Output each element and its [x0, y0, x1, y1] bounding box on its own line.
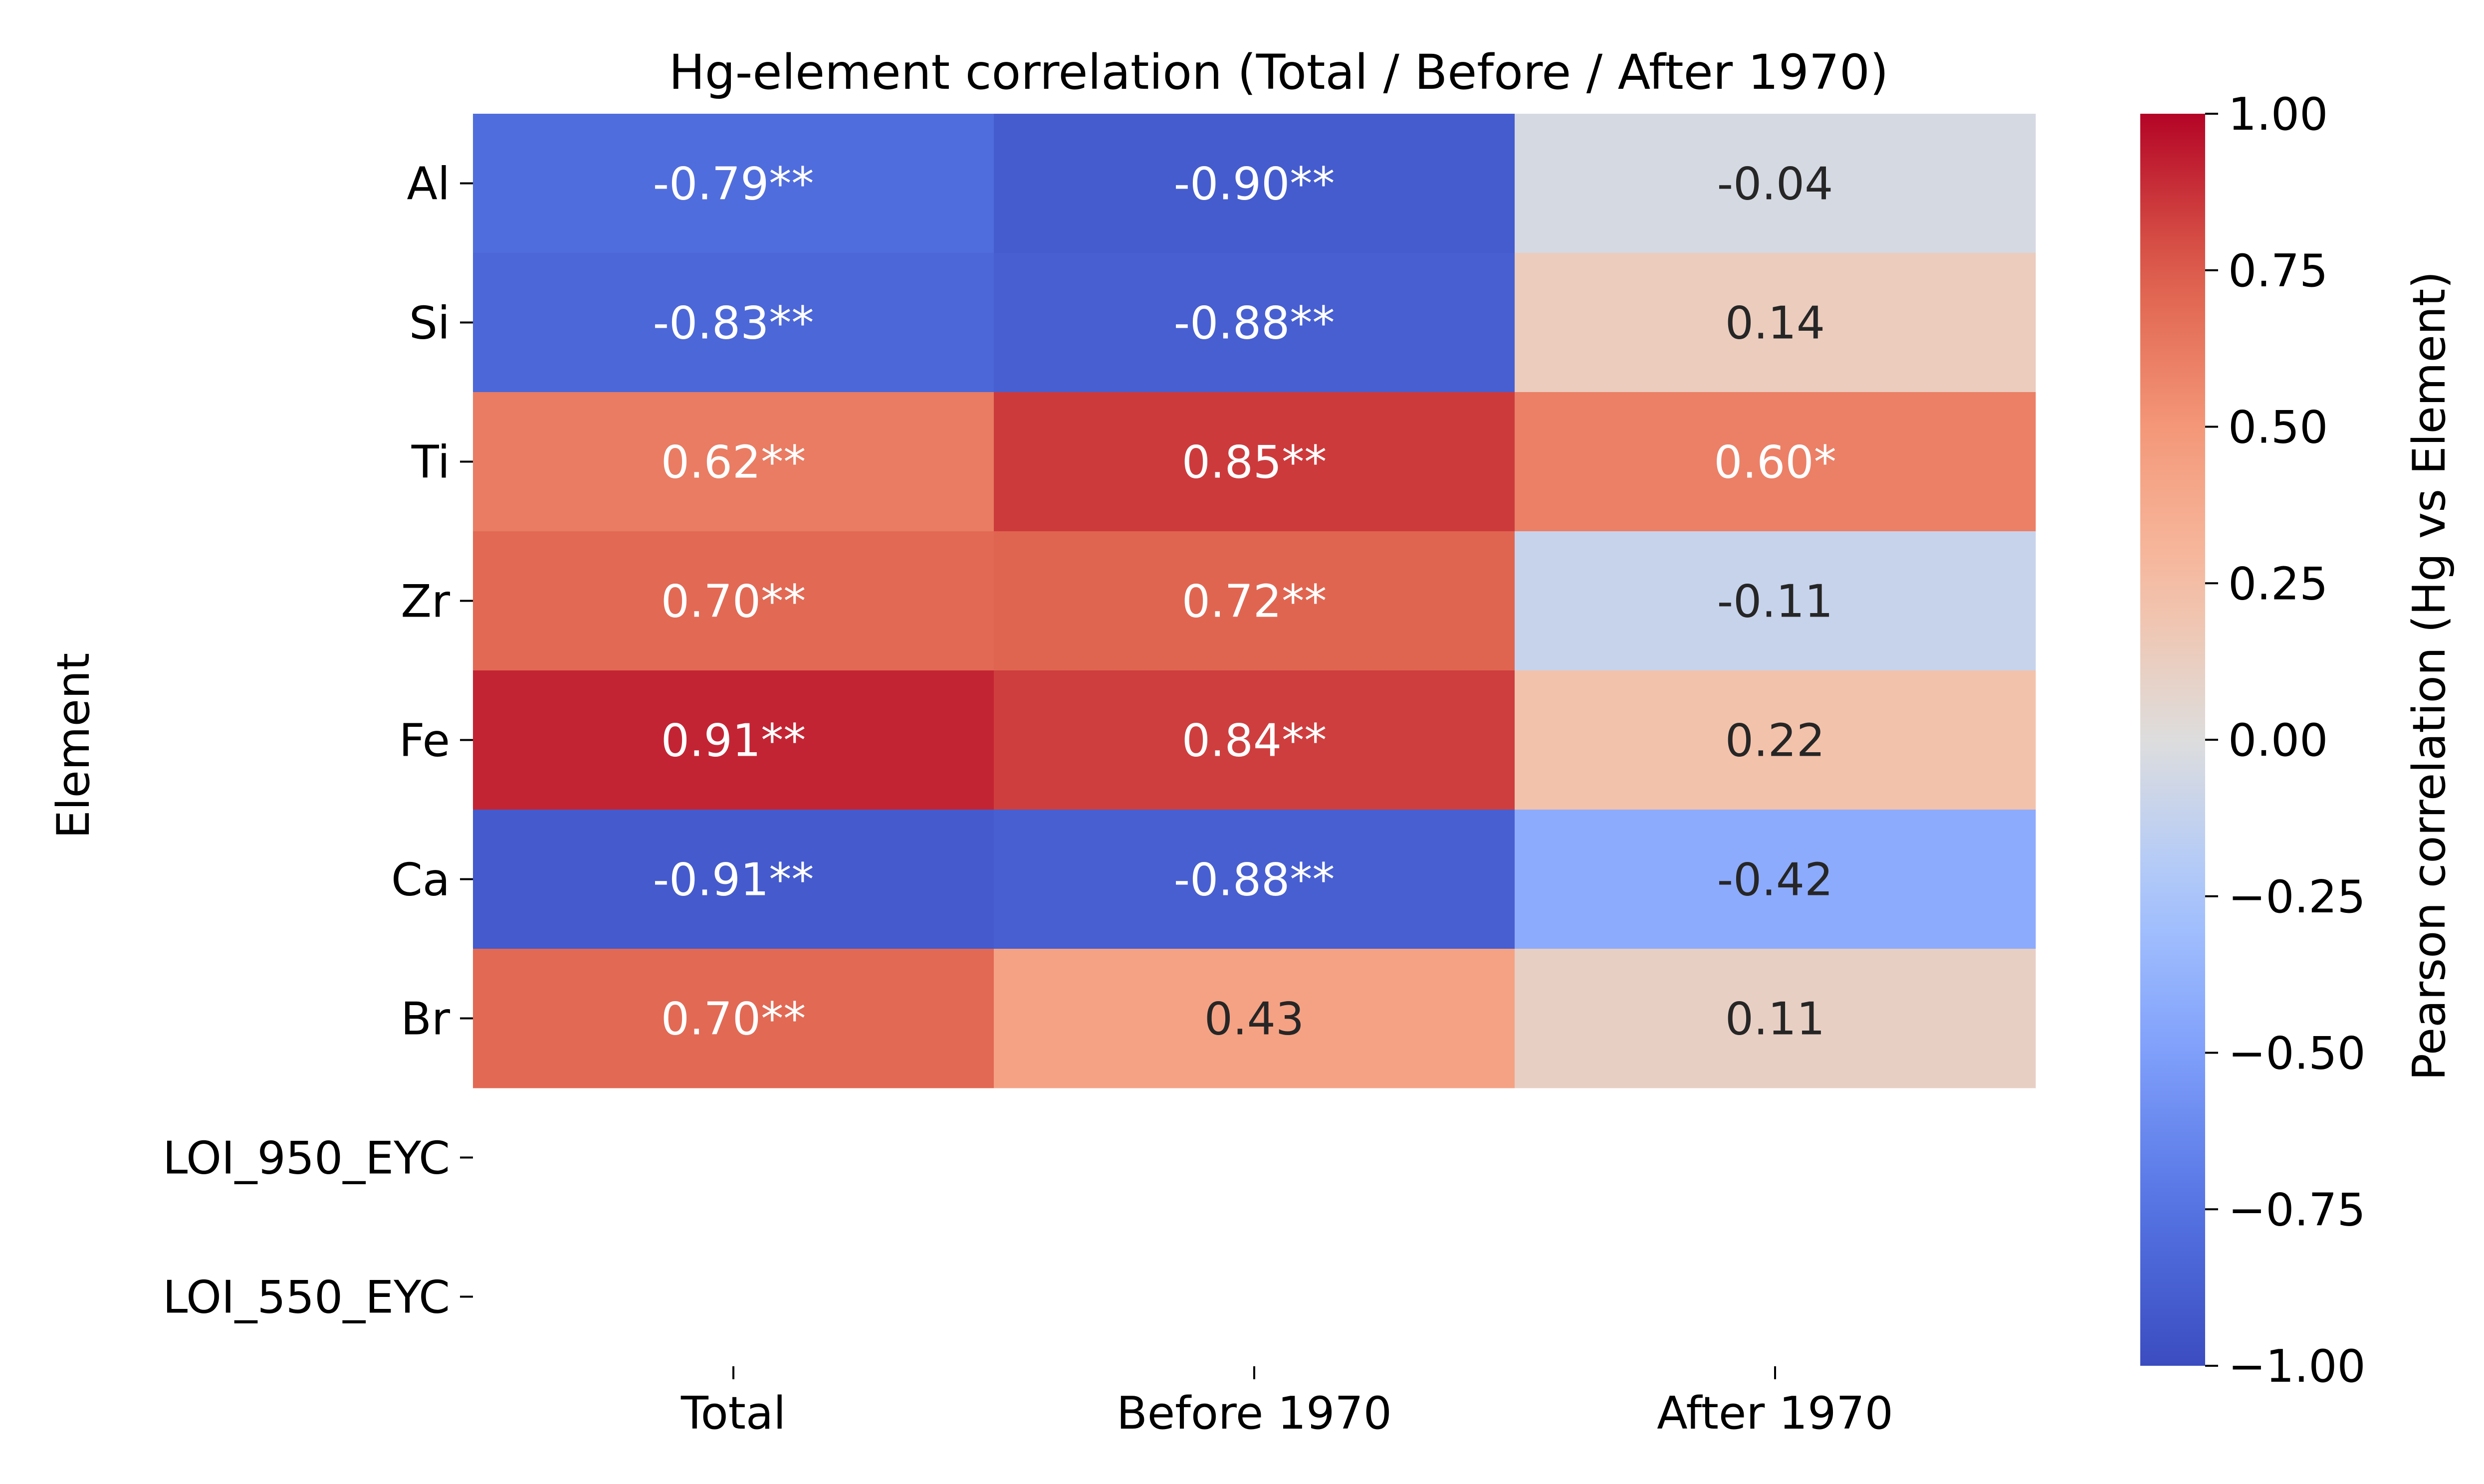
heatmap-cell-ti-2 [994, 392, 1515, 532]
cell-label: 0.70** [661, 576, 806, 628]
cell-label: -0.79** [653, 158, 814, 211]
cell-label: -0.42 [1717, 854, 1833, 906]
cell-label: 0.60* [1714, 436, 1836, 489]
x-axis: Total Before 1970 After 1970 [680, 1366, 1893, 1440]
x-tick-label: Before 1970 [1117, 1387, 1392, 1440]
heatmap-cell-zr-2 [994, 531, 1515, 671]
heatmap-cell-fe-2 [994, 670, 1515, 810]
colorbar-tick-label: 0.25 [2228, 558, 2328, 610]
colorbar-tick-label: −0.75 [2228, 1184, 2366, 1236]
cell-label: 0.43 [1204, 993, 1304, 1046]
heatmap-cell-br-3 [1515, 949, 2036, 1088]
colorbar [2140, 114, 2205, 1366]
cell-label: 0.62** [661, 436, 806, 489]
colorbar-tick-label: 0.50 [2228, 402, 2328, 454]
heatmap-cell-fe-3 [1515, 670, 2036, 810]
cell-label: -0.83** [653, 297, 814, 350]
heatmap-cell-ca-3 [1515, 810, 2036, 949]
cell-label: 0.84** [1182, 715, 1327, 767]
y-tick-label: LOI_550_EYC [163, 1272, 450, 1324]
y-axis-label: Element [47, 653, 100, 839]
cell-label: 0.91** [661, 715, 806, 767]
y-tick-label: LOI_950_EYC [163, 1132, 450, 1185]
y-tick-label: Br [401, 993, 450, 1046]
cell-label: -0.88** [1174, 854, 1335, 906]
heatmap-cell-br-1 [473, 949, 994, 1088]
y-tick-label: Fe [399, 715, 450, 767]
cell-label: 0.85** [1182, 436, 1327, 489]
colorbar-tick-label: 0.75 [2228, 245, 2328, 297]
y-tick-label: Ti [411, 436, 450, 489]
heatmap-cell-zr-1 [473, 531, 994, 671]
heatmap-cells [473, 114, 2036, 1088]
colorbar-tick-label: 0.00 [2228, 714, 2328, 767]
heatmap-cell-al-3 [1515, 114, 2036, 253]
cell-label: -0.88** [1174, 297, 1335, 350]
cell-label: 0.72** [1182, 576, 1327, 628]
heatmap-cell-al-2 [994, 114, 1515, 253]
heatmap-cell-si-2 [994, 253, 1515, 393]
heatmap-cell-si-1 [473, 253, 994, 393]
cell-label: 0.14 [1725, 297, 1825, 350]
cell-label: 0.70** [661, 993, 806, 1046]
x-tick-label: Total [680, 1387, 786, 1440]
heatmap-cell-fe-1 [473, 670, 994, 810]
heatmap-cell-ti-1 [473, 392, 994, 532]
heatmap-cell-al-1 [473, 114, 994, 253]
cell-annotations: -0.79** -0.90** -0.04 -0.83** -0.88** 0.14 0.6… [653, 158, 1836, 1046]
heatmap-cell-ca-1 [473, 810, 994, 949]
y-tick-label: Si [409, 297, 450, 350]
cell-label: -0.91** [653, 854, 814, 906]
cell-label: 0.11 [1725, 993, 1825, 1046]
y-tick-label: Ca [391, 854, 450, 906]
heatmap-cell-zr-3 [1515, 531, 2036, 671]
heatmap-cell-ca-2 [994, 810, 1515, 949]
heatmap-cell-ti-3 [1515, 392, 2036, 532]
x-tick-label: After 1970 [1657, 1387, 1893, 1440]
cell-label: 0.22 [1725, 715, 1825, 767]
y-axis: Al Si Ti Zr Fe Ca Br LOI_950_EYC LOI_550_EYC [163, 158, 473, 1324]
colorbar-axis: 1.00 0.75 0.50 0.25 0.00 −0.25 −0.50 −0.75 −1.00 [2205, 88, 2366, 1393]
chart-title: Hg-element correlation (Total / Before /… [669, 44, 1889, 100]
colorbar-tick-label: 1.00 [2228, 88, 2328, 141]
colorbar-tick-label: −1.00 [2228, 1340, 2366, 1393]
cell-label: -0.04 [1717, 158, 1833, 211]
colorbar-tick-label: −0.50 [2228, 1028, 2366, 1080]
y-tick-label: Al [407, 158, 450, 211]
heatmap-cell-br-2 [994, 949, 1515, 1088]
cell-label: -0.90** [1174, 158, 1335, 211]
colorbar-tick-label: −0.25 [2228, 871, 2366, 923]
cell-label: -0.11 [1717, 576, 1833, 628]
y-tick-label: Zr [401, 576, 450, 628]
colorbar-label: Pearson correlation (Hg vs Element) [2403, 271, 2456, 1081]
heatmap-cell-si-3 [1515, 253, 2036, 393]
